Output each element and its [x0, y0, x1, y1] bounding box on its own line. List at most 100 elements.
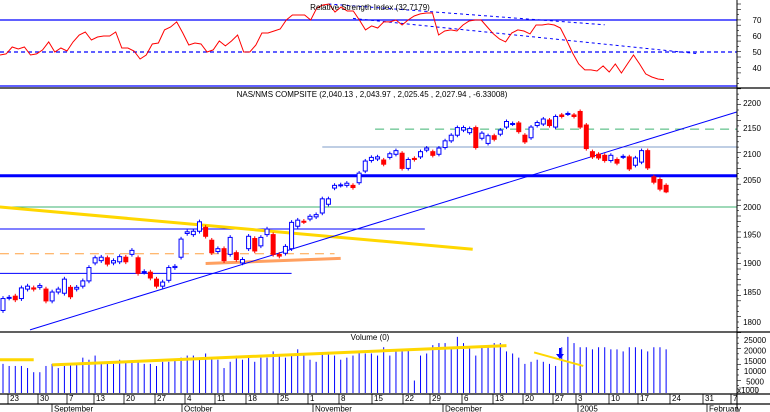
- candle-down: [233, 252, 239, 261]
- candle-up: [436, 147, 442, 155]
- candle-up: [129, 249, 135, 255]
- candle-up: [467, 128, 473, 134]
- candle-up: [264, 228, 270, 236]
- candle-down: [154, 278, 159, 287]
- price-tick-label: 2050: [743, 176, 761, 185]
- candle-up: [246, 235, 252, 250]
- candle-down: [381, 159, 387, 165]
- day-label: 17: [640, 394, 649, 403]
- volume-average-line: [52, 344, 507, 367]
- trendline: [205, 256, 341, 266]
- candle-up: [307, 215, 313, 220]
- day-label: 15: [374, 394, 383, 403]
- candle-up: [479, 132, 485, 139]
- day-label: 3: [578, 394, 583, 403]
- candle-up: [190, 230, 196, 236]
- candle-up: [461, 127, 466, 131]
- candle-down: [276, 253, 282, 257]
- volume-unit-label: x1000: [737, 386, 759, 395]
- candle-up: [172, 265, 178, 269]
- day-label: 4: [187, 394, 192, 403]
- volume-tick-label: 25000: [744, 336, 767, 345]
- rsi-line: [0, 3, 665, 81]
- candle-down: [614, 158, 620, 164]
- day-label: 10: [611, 394, 620, 403]
- candle-up: [553, 115, 559, 128]
- candle-up: [61, 278, 67, 294]
- candle-up: [375, 156, 381, 160]
- candle-up: [405, 158, 411, 169]
- day-label: 24: [672, 394, 681, 403]
- candle-up: [503, 121, 509, 128]
- candle-up: [454, 127, 460, 136]
- candle-up: [497, 129, 503, 135]
- candle-up: [325, 198, 331, 205]
- day-label: 29: [432, 394, 441, 403]
- day-label: 20: [126, 394, 135, 403]
- candle-up: [98, 256, 104, 262]
- candle-down: [657, 179, 663, 190]
- price-tick-label: 1900: [743, 259, 761, 268]
- candle-down: [43, 288, 49, 302]
- candle-up: [227, 236, 233, 255]
- candle-up: [448, 134, 454, 142]
- candle-up: [80, 280, 86, 287]
- candle-up: [332, 184, 338, 189]
- day-label: 30: [40, 394, 49, 403]
- rsi-title: Relative Strength Index (32.7179): [310, 3, 430, 12]
- candle-down: [68, 286, 74, 298]
- candle-up: [289, 221, 295, 250]
- price-tick-label: 1800: [743, 318, 761, 327]
- day-label: 20: [525, 394, 534, 403]
- candle-down: [626, 156, 632, 170]
- candle-down: [135, 257, 141, 274]
- candle-up: [18, 287, 24, 300]
- month-label: February: [709, 405, 741, 412]
- day-label: 23: [10, 394, 19, 403]
- price-tick-label: 2150: [743, 124, 761, 133]
- price-tick-label: 2000: [743, 203, 761, 212]
- candle-up: [528, 126, 534, 139]
- rsi-trendline: [352, 17, 697, 55]
- candle-up: [92, 257, 98, 264]
- day-label: 27: [555, 394, 564, 403]
- candle-down: [602, 154, 608, 162]
- candle-down: [147, 271, 153, 279]
- day-label: 22: [405, 394, 414, 403]
- volume-tick-label: 10000: [744, 367, 767, 376]
- day-label: 11: [217, 394, 226, 403]
- candle-down: [559, 114, 565, 117]
- candle-up: [166, 267, 172, 281]
- rsi-tick-label: 60: [753, 32, 762, 41]
- candle-up: [184, 231, 190, 234]
- candle-up: [282, 245, 288, 254]
- day-label: 1: [310, 394, 315, 403]
- price-panel: [0, 109, 737, 331]
- candle-up: [258, 236, 264, 247]
- price-tick-label: 2200: [743, 99, 761, 108]
- candle-up: [55, 288, 61, 293]
- trendline: [0, 205, 473, 251]
- down-arrow-icon: [556, 348, 564, 359]
- month-label: 2005: [580, 405, 598, 412]
- volume-tick-label: 5000: [746, 378, 764, 387]
- candle-up: [338, 184, 344, 187]
- volume-average-line: [533, 351, 584, 367]
- candle-down: [252, 238, 258, 252]
- candle-down: [399, 152, 405, 169]
- day-label: 8: [341, 394, 346, 403]
- price-title: NAS/NMS COMPSITE (2,040.13 , 2,043.97 , …: [237, 90, 508, 99]
- rsi-trendline: [328, 3, 605, 26]
- candle-down: [596, 153, 602, 159]
- candle-up: [639, 150, 645, 163]
- candle-down: [645, 150, 651, 169]
- price-tick-label: 1950: [743, 231, 761, 240]
- price-tick-label: 1850: [743, 288, 761, 297]
- candle-up: [86, 267, 92, 282]
- candle-up: [620, 155, 626, 158]
- candle-down: [663, 184, 669, 193]
- day-label: 7: [733, 394, 738, 403]
- trendline: [29, 111, 737, 331]
- candle-down: [203, 226, 209, 237]
- candle-up: [485, 135, 491, 144]
